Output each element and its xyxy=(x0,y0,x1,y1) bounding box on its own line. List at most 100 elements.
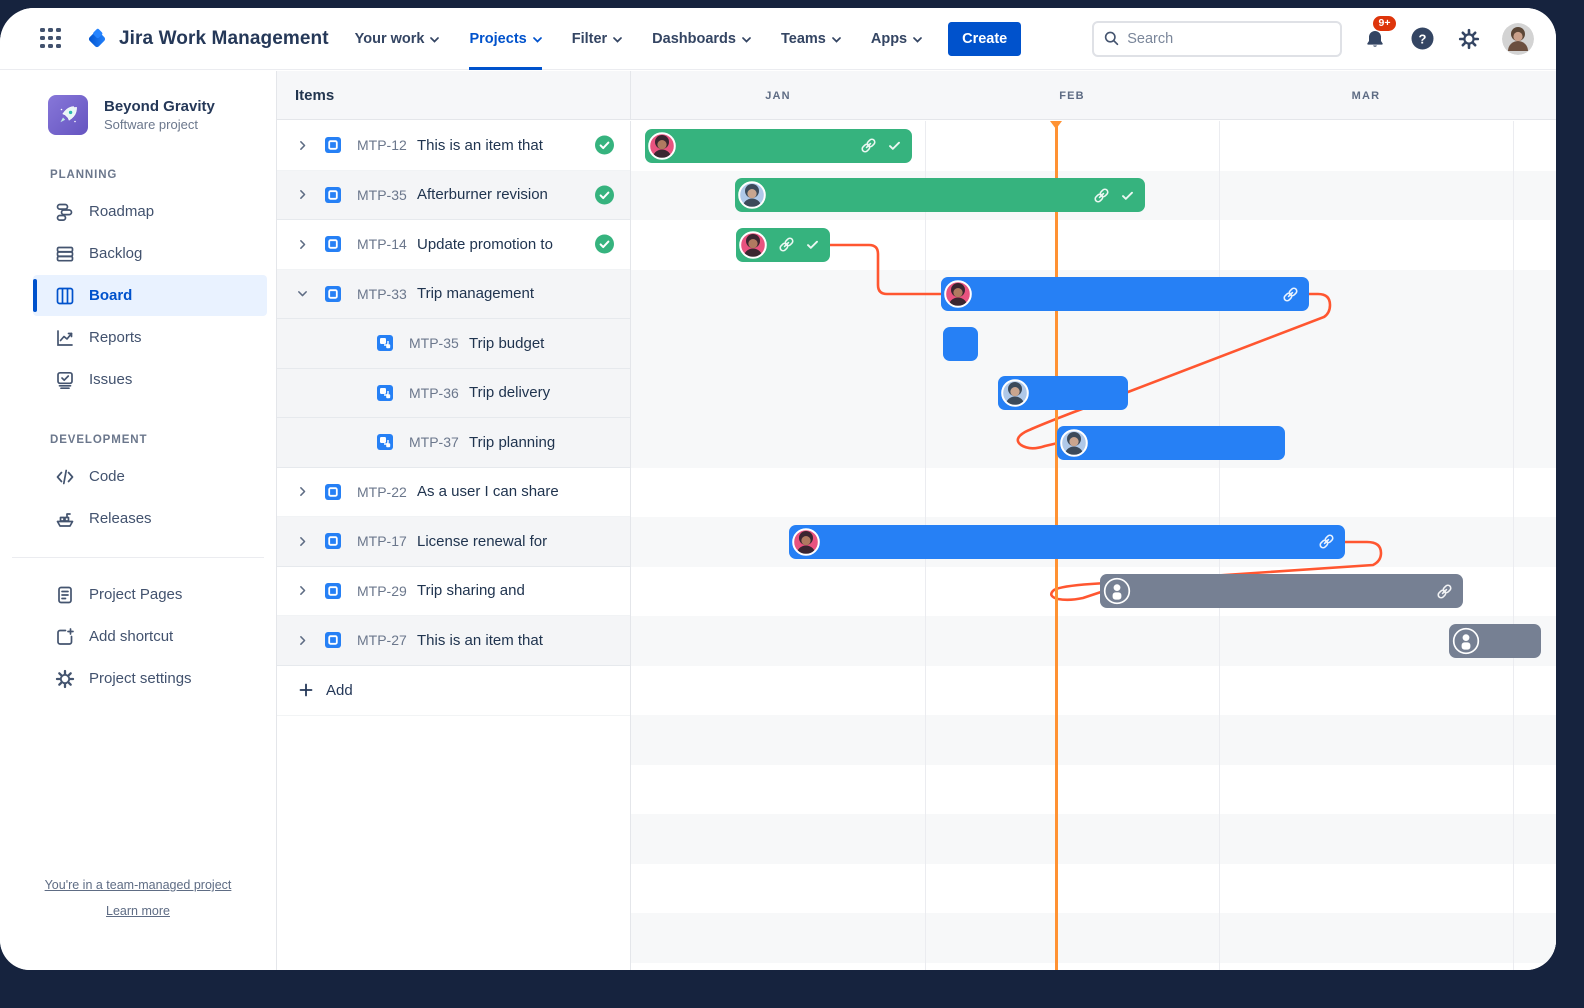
subtask-icon xyxy=(377,335,393,352)
issue-key: MTP-29 xyxy=(357,582,407,599)
sidebar-item-project-settings[interactable]: Project settings xyxy=(33,658,267,699)
team-managed-link[interactable]: You're in a team-managed project xyxy=(44,878,232,892)
user-avatar[interactable] xyxy=(1502,22,1534,55)
svg-text:?: ? xyxy=(1418,31,1426,46)
nav-filter[interactable]: Filter xyxy=(572,8,623,70)
timeline-item-row[interactable]: MTP-29 Trip sharing and xyxy=(277,566,630,616)
subtask-icon xyxy=(377,384,393,401)
sidebar-item-issues[interactable]: Issues xyxy=(33,359,267,400)
add-item-row[interactable]: Add xyxy=(277,665,630,716)
gantt-bar[interactable] xyxy=(998,376,1128,410)
chevron-down-icon xyxy=(742,36,751,43)
chevron-right-icon[interactable] xyxy=(296,139,309,152)
link-icon xyxy=(1282,286,1299,303)
reports-icon xyxy=(57,329,73,346)
timeline-header: Items JAN FEB MAR xyxy=(277,71,1556,120)
help-button[interactable]: ? xyxy=(1408,25,1436,53)
chevron-right-icon[interactable] xyxy=(296,584,309,597)
sidebar-item-roadmap[interactable]: Roadmap xyxy=(33,191,267,232)
sidebar-item-project-pages[interactable]: Project Pages xyxy=(33,574,267,615)
link-icon xyxy=(1436,583,1453,600)
sidebar-item-reports[interactable]: Reports xyxy=(33,317,267,358)
search-box[interactable] xyxy=(1092,20,1342,57)
issue-title: Trip sharing and xyxy=(417,582,525,600)
issue-title: Trip budget xyxy=(469,334,545,352)
sidebar-item-backlog[interactable]: Backlog xyxy=(33,233,267,274)
project-name: Beyond Gravity xyxy=(104,98,215,115)
gantt-canvas xyxy=(631,121,1556,970)
dependency-lines xyxy=(830,243,1383,602)
jira-logo-icon xyxy=(84,26,110,52)
issue-key: MTP-35 xyxy=(409,335,459,352)
code-icon xyxy=(56,469,74,484)
sidebar-item-add-shortcut[interactable]: Add shortcut xyxy=(33,616,267,657)
sidebar-item-label: Code xyxy=(89,468,125,485)
timeline-item-row[interactable]: MTP-12 This is an item that xyxy=(277,121,630,171)
gantt-bar[interactable] xyxy=(1057,425,1285,460)
search-icon xyxy=(1104,31,1119,46)
timeline-item-row[interactable]: MTP-17 License renewal for xyxy=(277,517,630,567)
chevron-down-icon[interactable] xyxy=(296,287,309,300)
settings-button[interactable] xyxy=(1455,25,1483,53)
chevron-right-icon[interactable] xyxy=(296,485,309,498)
create-button[interactable]: Create xyxy=(948,21,1022,56)
timeline-row-stripe xyxy=(631,863,1556,913)
sidebar-item-label: Issues xyxy=(89,371,133,388)
bell-icon xyxy=(1367,30,1383,47)
brand[interactable]: Jira Work Management xyxy=(84,26,329,52)
timeline-item-row[interactable]: MTP-14 Update promotion to xyxy=(277,220,630,270)
timeline-row-stripe xyxy=(631,467,1556,517)
assignee-avatar xyxy=(944,280,972,308)
project-header[interactable]: Beyond Gravity Software project xyxy=(0,71,276,135)
gantt-bar[interactable] xyxy=(1449,623,1541,658)
month-header-feb: FEB xyxy=(1059,89,1085,102)
dependency-line xyxy=(1016,292,1332,450)
nav-dashboards[interactable]: Dashboards xyxy=(652,8,751,70)
sidebar-item-releases[interactable]: Releases xyxy=(33,498,267,539)
backlog-icon xyxy=(56,246,74,262)
gear-icon xyxy=(1458,28,1480,49)
chevron-right-icon[interactable] xyxy=(296,535,309,548)
search-input[interactable] xyxy=(1127,30,1330,47)
gantt-bar[interactable] xyxy=(789,524,1345,559)
task-icon xyxy=(325,236,341,253)
timeline-item-row[interactable]: MTP-36 Trip delivery xyxy=(277,368,630,418)
chevron-right-icon[interactable] xyxy=(296,188,309,201)
pages-icon xyxy=(58,586,72,603)
issue-key: MTP-37 xyxy=(409,434,459,451)
timeline-item-row[interactable]: MTP-35 Trip budget xyxy=(277,319,630,369)
learn-more-link[interactable]: Learn more xyxy=(106,904,170,918)
issue-key: MTP-33 xyxy=(357,285,407,302)
timeline-item-row[interactable]: MTP-37 Trip planning xyxy=(277,418,630,468)
gantt-bar[interactable] xyxy=(943,326,978,361)
sidebar-item-label: Backlog xyxy=(89,245,143,262)
sidebar-item-code[interactable]: Code xyxy=(33,456,267,497)
gantt-bar[interactable] xyxy=(1100,574,1463,608)
notifications-button[interactable]: 9+ xyxy=(1361,15,1396,53)
assignee-avatar xyxy=(648,131,676,160)
timeline-item-row[interactable]: MTP-33 Trip management xyxy=(277,269,630,319)
gantt-bar[interactable] xyxy=(736,227,830,262)
nav-apps[interactable]: Apps xyxy=(871,8,922,70)
nav-your-work[interactable]: Your work xyxy=(355,8,440,70)
timeline-row-stripe xyxy=(631,319,1556,369)
issue-title: License renewal for xyxy=(417,532,548,550)
gantt-bar[interactable] xyxy=(735,178,1145,212)
issue-title: This is an item that xyxy=(417,136,543,154)
timeline-item-row[interactable]: MTP-35 Afterburner revision xyxy=(277,170,630,220)
chevron-right-icon[interactable] xyxy=(296,238,309,251)
gantt-bar[interactable] xyxy=(645,128,912,163)
link-icon xyxy=(1093,187,1110,204)
gantt-bar[interactable] xyxy=(941,277,1309,311)
link-icon xyxy=(778,236,795,253)
month-gridline xyxy=(1513,121,1514,970)
assignee-avatar xyxy=(1001,379,1029,407)
app-switcher-icon[interactable] xyxy=(40,27,62,50)
timeline-item-row[interactable]: MTP-27 This is an item that xyxy=(277,616,630,666)
nav-projects[interactable]: Projects xyxy=(469,8,542,70)
chevron-right-icon[interactable] xyxy=(296,634,309,647)
sidebar-item-board[interactable]: Board xyxy=(33,275,267,316)
settings-icon xyxy=(55,669,75,688)
timeline-item-row[interactable]: MTP-22 As a user I can share xyxy=(277,467,630,517)
nav-teams[interactable]: Teams xyxy=(781,8,841,70)
